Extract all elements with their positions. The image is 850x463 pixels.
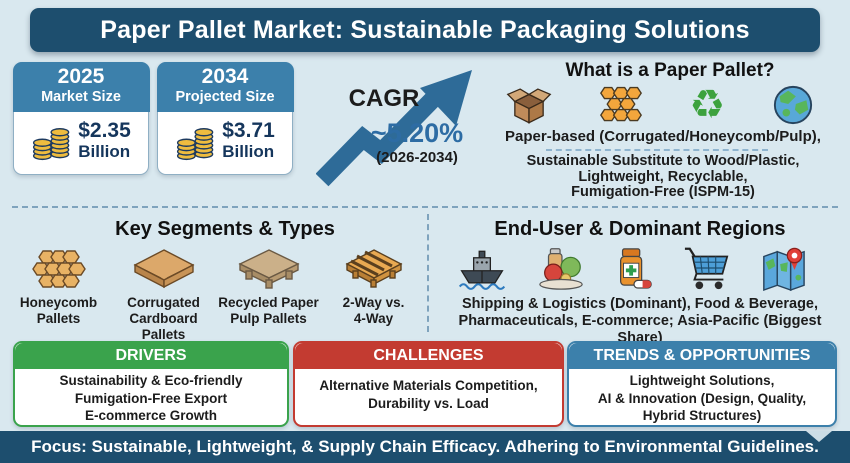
cagr-label: CAGR [348, 85, 420, 112]
map-pin-icon [763, 247, 805, 292]
footer-banner: Focus: Sustainable, Lightweight, & Suppl… [0, 431, 850, 463]
growth-arrow-icon [316, 70, 472, 187]
market-size-card-2025: 2025 Market Size $2.35 Billion [12, 61, 150, 175]
segment-pulp-pallets: Recycled Paper Pulp Pallets [216, 243, 321, 343]
segments-section-title: Key Segments & Types [115, 218, 335, 240]
shopping-cart-icon [684, 247, 728, 290]
endusers-icon-row [456, 243, 806, 293]
market-size-value: $2.35 [78, 119, 131, 142]
endusers-lines: Shipping & Logistics (Dominant), Food & … [436, 296, 844, 347]
segment-label: Recycled Paper [218, 295, 319, 310]
stat-label: Market Size [41, 88, 121, 105]
stat-label: Projected Size [175, 88, 275, 105]
food-beverage-icon [538, 248, 583, 290]
about-dashed-divider [546, 149, 768, 151]
trends-panel-title: TRENDS & OPPORTUNITIES [569, 343, 835, 369]
projected-size-unit: Billion [222, 142, 275, 161]
challenges-panel: CHALLENGES Alternative Materials Competi… [293, 341, 564, 427]
about-line4: Fumigation-Free (ISPM-15) [571, 184, 755, 200]
projected-size-card-header: 2034 Projected Size [156, 61, 294, 112]
segment-label: 4-Way [353, 311, 394, 326]
projected-size-value: $3.71 [222, 119, 275, 142]
trends-line: AI & Innovation (Design, Quality, [597, 390, 807, 406]
segment-label: Cardboard Pallets [129, 311, 198, 342]
drivers-panel: DRIVERS Sustainability & Eco-friendly Fu… [13, 341, 289, 427]
cagr-value: ~5.20% [370, 118, 464, 148]
drivers-line: E-commerce Growth [84, 408, 218, 423]
about-line1: Paper-based (Corrugated/Honeycomb/Pulp), [505, 128, 821, 145]
about-icon-row: ♻ [498, 81, 822, 129]
market-size-unit: Billion [78, 142, 131, 161]
projected-size-card-2034: 2034 Projected Size $3.71 Billion [156, 61, 294, 175]
footer-notch-triangle [806, 431, 832, 442]
drivers-panel-title: DRIVERS [15, 343, 287, 369]
market-size-card-header: 2025 Market Size [12, 61, 150, 112]
globe-icon [773, 85, 813, 125]
endusers-line1: Shipping & Logistics (Dominant), Food & … [461, 296, 819, 312]
segment-two-way-four-way: 2-Way vs. 4-Way [321, 243, 426, 343]
challenges-line: Durability vs. Load [368, 395, 489, 411]
honeycomb-pallet-icon [31, 250, 86, 288]
trends-line: Lightweight Solutions, [629, 373, 775, 388]
about-line3: Lightweight, Recyclable, [578, 168, 748, 185]
page-title: Paper Pallet Market: Sustainable Packagi… [30, 8, 820, 52]
stat-year: 2025 [57, 64, 105, 88]
coins-stack-icon [177, 127, 214, 160]
segment-label: Pallets [36, 311, 81, 326]
segment-label: Honeycomb [19, 295, 98, 310]
drivers-line: Sustainability & Eco-friendly [59, 373, 243, 388]
corrugated-pallet-icon [132, 249, 195, 289]
trends-panel: TRENDS & OPPORTUNITIES Lightweight Solut… [567, 341, 837, 427]
horizontal-dashed-divider [12, 206, 838, 208]
segment-label: 2-Way vs. [342, 295, 405, 310]
recycle-icon: ♻ [689, 82, 726, 128]
two-way-pallet-icon [344, 249, 403, 288]
stat-year: 2034 [201, 64, 249, 88]
coins-stack-icon [33, 127, 70, 160]
pulp-pallet-icon [237, 249, 300, 289]
endusers-section-title: End-User & Dominant Regions [494, 218, 786, 240]
honeycomb-icon [599, 86, 642, 122]
segment-honeycomb-pallets: Honeycomb Pallets [6, 243, 111, 343]
drivers-line: Fumigation-Free Export [74, 390, 228, 406]
segment-corrugated-pallets: Corrugated Cardboard Pallets [111, 243, 216, 343]
challenges-panel-title: CHALLENGES [295, 343, 562, 369]
vertical-dashed-divider [427, 214, 429, 332]
about-lines: Sustainable Substitute to Wood/Plastic, … [500, 153, 826, 201]
cargo-ship-icon [458, 250, 506, 290]
segment-label: Corrugated [127, 295, 200, 310]
cagr-period: (2026-2034) [376, 149, 458, 166]
segments-row: Honeycomb Pallets Corrugated Car [6, 243, 426, 343]
segment-label: Pulp Pallets [230, 311, 307, 326]
about-section-title: What is a Paper Pallet? [565, 60, 775, 81]
cardboard-box-icon [506, 88, 552, 124]
about-line2: Sustainable Substitute to Wood/Plastic, [526, 153, 800, 169]
trends-line: Hybrid Structures) [642, 408, 762, 423]
challenges-line: Alternative Materials Competition, [319, 378, 538, 393]
pharma-bottle-icon [620, 248, 652, 289]
